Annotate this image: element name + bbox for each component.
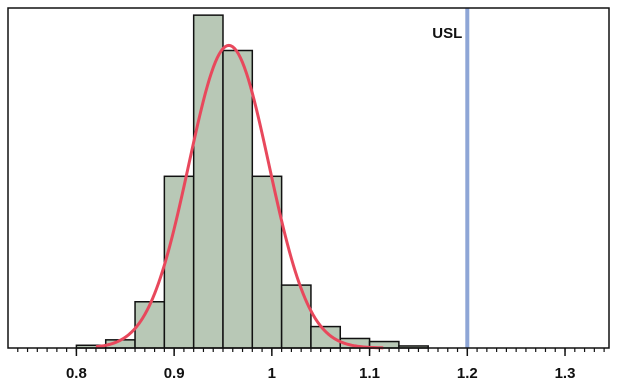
x-axis-minor-ticks [17, 348, 605, 352]
x-tick-label: 0.8 [66, 365, 87, 382]
usl-reference-line [465, 8, 470, 348]
x-tick-label: 1.2 [457, 365, 478, 382]
x-tick-label: 1.1 [359, 365, 380, 382]
normal-fit-curve [95, 43, 384, 350]
x-tick-label: 1.3 [555, 365, 576, 382]
histogram-bar [134, 301, 166, 349]
plot-frame [7, 7, 610, 349]
x-axis-major-ticks [75, 348, 566, 356]
usl-label: USL [432, 25, 462, 42]
x-tick-label: 0.9 [164, 365, 185, 382]
x-tick-label: 1 [268, 365, 276, 382]
histogram-bar [222, 49, 254, 349]
histogram-bars [75, 14, 429, 349]
histogram-bar [192, 14, 224, 349]
x-axis-tick-labels: 0.8 0.9 1 1.1 1.2 1.3 [66, 365, 575, 382]
histogram-bar [280, 284, 312, 349]
